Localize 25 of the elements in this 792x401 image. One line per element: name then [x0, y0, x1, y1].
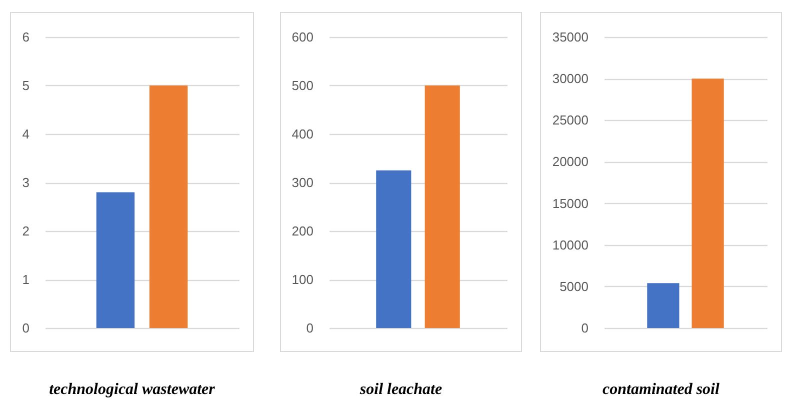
y-tick-label: 20000: [552, 154, 588, 170]
y-tick-label: 3: [22, 175, 30, 190]
y-tick-label: 0: [22, 320, 30, 336]
y-tick-label: 500: [292, 78, 314, 93]
y-tick-label: 400: [292, 126, 314, 142]
y-tick-label: 0: [581, 320, 588, 336]
y-tick-label: 10000: [552, 237, 588, 252]
y-tick-label: 30000: [552, 71, 588, 86]
y-tick-label: 1: [22, 272, 30, 287]
x-axis-title: contaminated soil: [602, 381, 720, 399]
x-axis-title: technological wastewater: [49, 381, 215, 399]
y-tick-label: 0: [306, 320, 314, 336]
y-tick-label: 2: [22, 224, 30, 238]
y-tick-label: 6: [22, 30, 30, 44]
x-axis-title: soil leachate: [360, 381, 442, 399]
y-tick-label: 15000: [552, 196, 588, 211]
y-tick-label: 200: [292, 224, 314, 238]
y-tick-label: 25000: [552, 112, 588, 128]
y-tick-label: 35000: [552, 30, 588, 44]
y-tick-label: 5: [22, 78, 30, 93]
y-tick-label: 300: [292, 175, 314, 190]
y-tick-label: 5000: [560, 278, 588, 294]
y-tick-label: 4: [22, 126, 30, 142]
y-tick-label: 100: [292, 272, 314, 287]
y-tick-label: 600: [292, 30, 314, 44]
